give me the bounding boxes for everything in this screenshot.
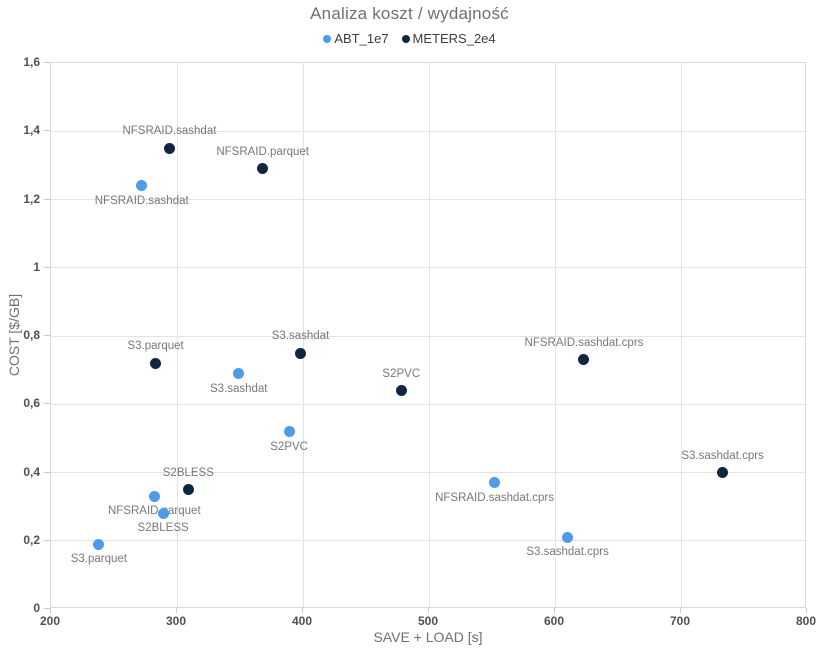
data-point-label: S3.sashdat: [209, 382, 268, 395]
x-gridline: [176, 63, 178, 607]
x-gridline: [428, 63, 430, 607]
y-gridline: [51, 199, 805, 200]
data-point[interactable]: [182, 484, 194, 496]
y-gridline: [51, 403, 805, 405]
y-tick-label: 1: [33, 259, 40, 274]
data-point[interactable]: [562, 531, 574, 543]
y-gridline: [51, 335, 805, 337]
y-tick-label: 0,4: [23, 464, 40, 479]
y-tick-label: 1,4: [23, 123, 40, 138]
data-point[interactable]: [283, 426, 295, 438]
data-point-label: NFSRAID.parquet: [216, 145, 310, 158]
legend-item-abt_1e7[interactable]: ABT_1e7: [323, 31, 389, 46]
legend-item-meters_2e4[interactable]: METERS_2e4: [401, 31, 496, 46]
y-tick-label: 0,8: [23, 328, 40, 342]
y-gridline: [51, 472, 805, 473]
data-point[interactable]: [150, 357, 162, 369]
data-point-label: S3.sashdat.cprs: [681, 449, 764, 462]
y-tick-mark: [44, 130, 50, 132]
data-point-label: S2BLESS: [162, 466, 214, 479]
legend-dot: [401, 34, 410, 43]
chart-title: Analiza koszt / wydajność: [310, 4, 509, 23]
x-tick-label: 700: [669, 614, 691, 628]
y-gridline: [51, 540, 805, 542]
data-point-label: S3.sashdat: [271, 330, 330, 343]
x-tick-label: 800: [795, 614, 817, 628]
data-point-label: NFSRAID.sashdat: [94, 194, 189, 207]
x-tick-label: 400: [291, 614, 313, 628]
data-point[interactable]: [578, 354, 590, 366]
data-point[interactable]: [395, 385, 407, 397]
data-point-label: S2PVC: [270, 440, 308, 453]
data-point-label: S3.parquet: [127, 340, 184, 353]
x-gridline: [680, 63, 682, 607]
data-point[interactable]: [148, 490, 160, 502]
data-point-label: NFSRAID.sashdat: [122, 125, 217, 138]
y-tick-label: 0,2: [23, 532, 40, 547]
x-tick-label: 300: [165, 614, 187, 628]
y-tick-mark: [44, 403, 50, 405]
data-point[interactable]: [157, 507, 169, 519]
x-tick-mark: [554, 608, 555, 613]
y-tick-mark: [44, 266, 50, 268]
x-tick-mark: [806, 608, 807, 613]
y-tick-mark: [44, 539, 50, 541]
x-gridline: [302, 63, 304, 607]
legend-dot: [323, 34, 332, 43]
x-tick-mark: [50, 608, 51, 613]
x-tick-label: 200: [39, 614, 61, 628]
legend-label: METERS_2e4: [412, 31, 496, 46]
data-point[interactable]: [163, 142, 175, 154]
data-point[interactable]: [93, 538, 105, 550]
data-point[interactable]: [233, 368, 245, 380]
data-point[interactable]: [489, 477, 501, 489]
chart-legend: ABT_1e7 METERS_2e4: [0, 31, 819, 46]
y-tick-label: 1,2: [23, 191, 40, 206]
data-point-label: NFSRAID.parquet: [107, 505, 201, 518]
legend-label: ABT_1e7: [334, 31, 389, 46]
data-point-label: S2PVC: [382, 367, 421, 380]
x-tick-label: 600: [543, 614, 565, 628]
y-tick-mark: [44, 62, 50, 63]
data-point[interactable]: [136, 180, 148, 192]
y-tick-label: 0: [33, 601, 40, 615]
data-point[interactable]: [294, 347, 306, 359]
y-tick-label: 0,6: [23, 396, 40, 411]
x-tick-label: 500: [417, 614, 439, 628]
y-tick-label: 1,6: [23, 55, 40, 69]
x-tick-mark: [428, 608, 429, 613]
x-tick-mark: [302, 608, 303, 613]
data-point-label: S3.parquet: [70, 553, 128, 566]
x-tick-mark: [176, 608, 177, 613]
x-axis-title: SAVE + LOAD [s]: [373, 629, 483, 645]
plot-area: NFSRAID.sashdat S3.sashdat S2PVC NFSRAID.pa…: [50, 62, 806, 608]
y-tick-mark: [44, 335, 50, 336]
data-point-label: NFSRAID.sashdat.cprs: [435, 491, 554, 504]
y-gridline: [51, 130, 805, 132]
data-point-label: S2BLESS: [137, 522, 189, 535]
x-tick-mark: [680, 608, 681, 613]
y-tick-mark: [44, 471, 50, 473]
data-point[interactable]: [257, 163, 269, 175]
x-gridline: [554, 63, 556, 607]
data-point[interactable]: [717, 467, 729, 478]
y-tick-mark: [44, 608, 50, 609]
data-point-label: S3.sashdat.cprs: [526, 546, 609, 559]
y-tick-mark: [44, 198, 50, 200]
y-gridline: [51, 267, 805, 269]
data-point-label: NFSRAID.sashdat.cprs: [524, 336, 644, 349]
